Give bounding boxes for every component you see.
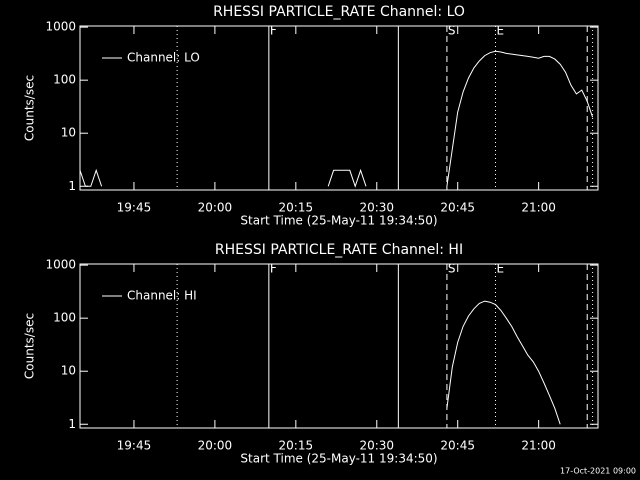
y-tick-label: 10: [61, 364, 76, 378]
x-axis-label: Start Time (25-May-11 19:34:50): [240, 452, 437, 466]
timestamp: 17-Oct-2021 09:00: [560, 467, 636, 476]
plot-frame: [79, 25, 599, 191]
plot-frame: [79, 263, 599, 429]
y-tick-label: 1000: [45, 20, 76, 34]
x-tick-label: 20:30: [359, 439, 394, 453]
event-label: F: [270, 24, 277, 38]
chart-title: RHESSI PARTICLE_RATE Channel: HI: [215, 242, 463, 258]
data-line: [446, 300, 561, 425]
y-tick-label: 1: [68, 179, 76, 193]
x-tick-label: 20:00: [198, 201, 233, 215]
x-tick-label: 20:00: [198, 439, 233, 453]
legend-label: Channel: HI: [127, 289, 197, 303]
event-label: F: [270, 262, 277, 276]
x-tick-label: 19:45: [117, 201, 152, 215]
data-line: [79, 50, 594, 188]
event-label: S: [448, 262, 456, 276]
legend-label: Channel: LO: [127, 51, 200, 65]
y-tick-label: 1: [68, 417, 76, 431]
y-axis-label: Counts/sec: [23, 75, 37, 141]
chart-title: RHESSI PARTICLE_RATE Channel: LO: [213, 4, 465, 20]
y-tick-label: 10: [61, 126, 76, 140]
y-tick-label: 100: [53, 73, 76, 87]
event-label: E: [496, 24, 504, 38]
x-tick-label: 20:15: [279, 201, 314, 215]
x-tick-label: 20:45: [440, 439, 475, 453]
x-tick-label: 20:45: [440, 201, 475, 215]
y-tick-label: 1000: [45, 258, 76, 272]
y-axis-label: Counts/sec: [23, 313, 37, 379]
x-tick-label: 20:15: [279, 439, 314, 453]
y-tick-label: 100: [53, 311, 76, 325]
x-tick-label: 19:45: [117, 439, 152, 453]
x-tick-label: 21:00: [521, 439, 556, 453]
event-label: S: [448, 24, 456, 38]
event-label: E: [496, 262, 504, 276]
x-tick-label: 20:30: [359, 201, 394, 215]
x-axis-label: Start Time (25-May-11 19:34:50): [240, 214, 437, 228]
x-tick-label: 21:00: [521, 201, 556, 215]
